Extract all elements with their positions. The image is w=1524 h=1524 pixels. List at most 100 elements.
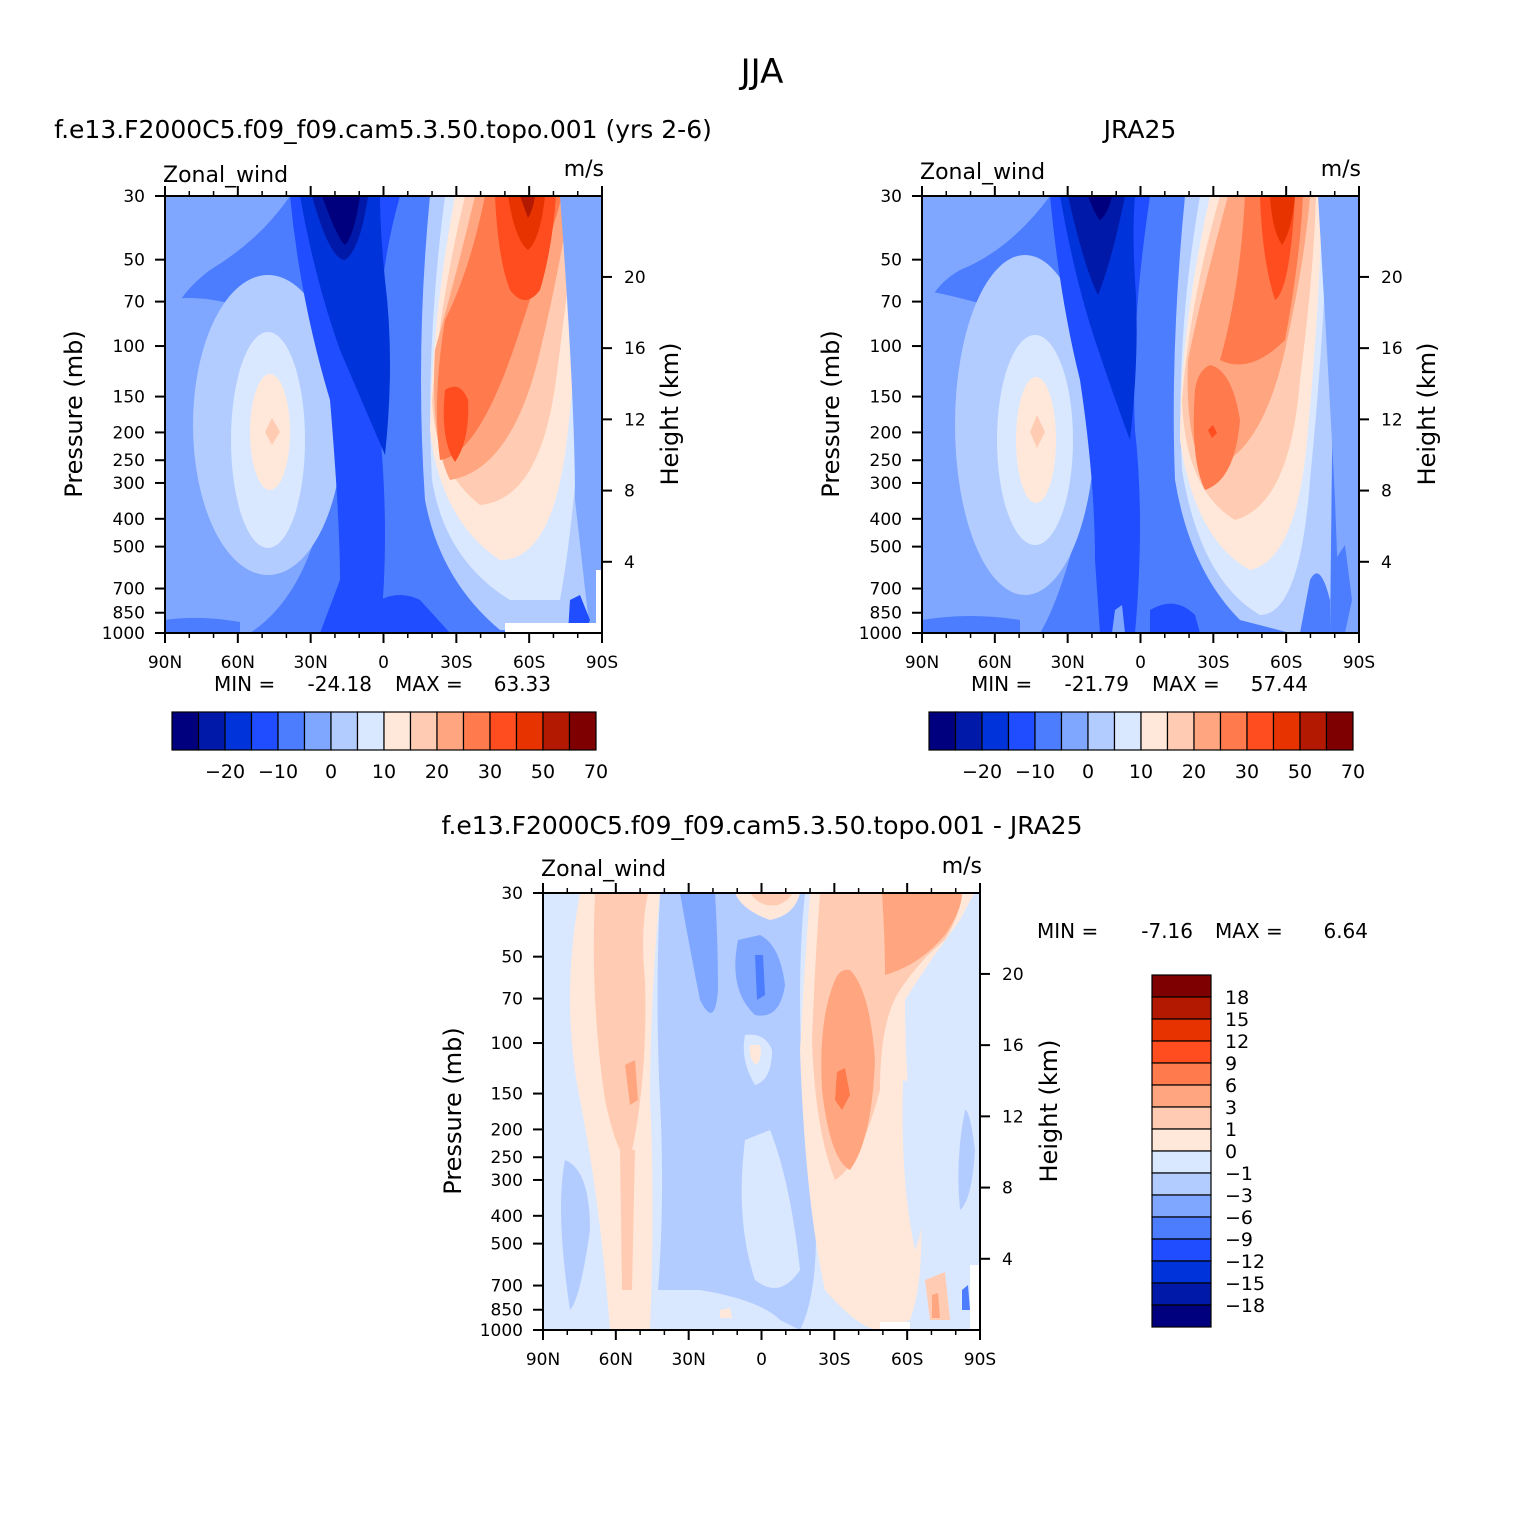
colorbar-label: 10 <box>372 761 396 783</box>
colorbar-label: 20 <box>425 761 449 783</box>
axes-obs: 90N 60N 30N 0 30S 60S 90S 30 50 70 100 150 200 250 300… <box>859 186 1403 673</box>
y-tick-label: 250 <box>870 451 902 471</box>
y-tick-label: 100 <box>491 1034 523 1054</box>
y2-tick-label: 16 <box>1381 339 1403 359</box>
y-axis-title-obs: Pressure (mb) <box>817 330 845 497</box>
y-tick-label: 150 <box>491 1085 523 1105</box>
colorbar-swatch <box>1219 711 1248 751</box>
panel-model-title: f.e13.F2000C5.f09_f09.cam5.3.50.topo.001… <box>54 115 712 144</box>
x-tick-label: 90N <box>148 653 182 673</box>
colorbar-swatch <box>954 711 983 751</box>
colorbar-swatch <box>383 711 412 751</box>
contour-field-model <box>165 196 602 633</box>
colorbar-label: −3 <box>1225 1185 1253 1207</box>
panel-obs: 90N 60N 30N 0 30S 60S 90S 30 50 70 100 150 200 250 300… <box>859 186 1403 673</box>
y-tick-label: 700 <box>870 580 902 600</box>
y-tick-label: 150 <box>113 388 145 408</box>
figure-title: JJA <box>739 52 784 92</box>
y2-tick-label: 8 <box>624 482 635 502</box>
x-tick-label: 60N <box>221 653 255 673</box>
y2-tick-label: 4 <box>624 553 635 573</box>
colorbar-swatch <box>1151 1172 1212 1196</box>
y2-tick-label: 20 <box>1002 965 1024 985</box>
colorbar-label: −20 <box>962 761 1002 783</box>
x-tick-label: 60S <box>513 653 545 673</box>
x-tick-label: 0 <box>378 653 389 673</box>
y-tick-label: 400 <box>113 510 145 530</box>
x-tick-label: 60N <box>599 1350 633 1370</box>
x-tick-label: 90S <box>1343 653 1375 673</box>
x-tick-label: 0 <box>1135 653 1146 673</box>
colorbar-label: −10 <box>258 761 298 783</box>
colorbar-swatch <box>1325 711 1354 751</box>
colorbar-label: −12 <box>1225 1251 1265 1273</box>
y-tick-label: 70 <box>123 293 145 313</box>
colorbar-swatch <box>436 711 465 751</box>
colorbar-label: 30 <box>1235 761 1259 783</box>
x-tick-label: 60S <box>891 1350 923 1370</box>
y2-tick-label: 16 <box>624 339 646 359</box>
colorbar-swatch <box>1299 711 1328 751</box>
y-tick-label: 700 <box>113 580 145 600</box>
colorbar-swatch <box>462 711 491 751</box>
y-tick-label: 850 <box>491 1301 523 1321</box>
y-tick-label: 300 <box>491 1171 523 1191</box>
x-tick-label: 90N <box>526 1350 560 1370</box>
variable-label-diff: Zonal_wind <box>541 857 666 882</box>
y-tick-label: 500 <box>870 538 902 558</box>
variable-label-model: Zonal_wind <box>163 163 288 188</box>
colorbar-swatch <box>1151 1216 1212 1240</box>
min-label: MIN = <box>971 672 1032 696</box>
min-value: -24.18 <box>308 672 372 696</box>
y2-axis-title-diff: Height (km) <box>1035 1040 1063 1183</box>
units-label-model: m/s <box>564 157 604 182</box>
contour-field-diff <box>543 893 980 1330</box>
colorbar-swatch <box>515 711 544 751</box>
colorbar-swatch <box>1007 711 1036 751</box>
colorbar-swatch <box>1151 1040 1212 1064</box>
x-tick-label: 90S <box>586 653 618 673</box>
y-tick-label: 400 <box>870 510 902 530</box>
colorbar-label: −10 <box>1015 761 1055 783</box>
colorbar-swatch <box>197 711 226 751</box>
y-tick-label: 300 <box>870 474 902 494</box>
panel-model: 90N 60N 30N 0 30S 60S 90S 30 50 70 100 150 200 250 300… <box>102 186 646 673</box>
max-value: 63.33 <box>494 672 551 696</box>
x-tick-label: 90N <box>905 653 939 673</box>
panel-diff: 90N 60N 30N 0 30S 60S 90S 30 50 70 100 150 200 250 300… <box>480 883 1024 1370</box>
y-tick-label: 100 <box>113 337 145 357</box>
stats-model: MIN = -24.18 MAX = 63.33 <box>214 672 551 696</box>
y-tick-label: 70 <box>501 990 523 1010</box>
colorbar-swatch <box>1140 711 1169 751</box>
axes-model: 90N 60N 30N 0 30S 60S 90S 30 50 70 100 150 200 250 300… <box>102 186 646 673</box>
colorbar-swatch <box>928 711 957 751</box>
max-label: MAX = <box>1152 672 1220 696</box>
colorbar-swatch <box>1151 1260 1212 1284</box>
colorbar-swatch <box>1151 1304 1212 1328</box>
colorbar-swatch <box>1151 1282 1212 1306</box>
x-tick-label: 0 <box>756 1350 767 1370</box>
colorbar-swatch <box>330 711 359 751</box>
max-label: MAX = <box>395 672 463 696</box>
colorbar-swatch <box>171 711 200 751</box>
y2-axis-title-model: Height (km) <box>656 343 684 486</box>
colorbar-swatch <box>1151 1084 1212 1108</box>
colorbar-label: −1 <box>1225 1163 1253 1185</box>
colorbar-swatch <box>1246 711 1275 751</box>
colorbar-swatch <box>1151 1238 1212 1262</box>
y-tick-label: 850 <box>113 604 145 624</box>
colorbar-label: 70 <box>584 761 608 783</box>
y-tick-label: 300 <box>113 474 145 494</box>
x-tick-label: 30N <box>293 653 327 673</box>
x-tick-label: 60N <box>978 653 1012 673</box>
y-tick-label: 700 <box>491 1277 523 1297</box>
colorbar-obs: −20 −10 0 10 20 30 50 70 <box>928 711 1365 783</box>
y-axis-title-diff: Pressure (mb) <box>439 1027 467 1194</box>
y2-tick-label: 8 <box>1381 482 1392 502</box>
y-tick-label: 30 <box>123 187 145 207</box>
y-axis-title-model: Pressure (mb) <box>60 330 88 497</box>
x-tick-label: 30S <box>818 1350 850 1370</box>
variable-label-obs: Zonal_wind <box>920 160 1045 185</box>
